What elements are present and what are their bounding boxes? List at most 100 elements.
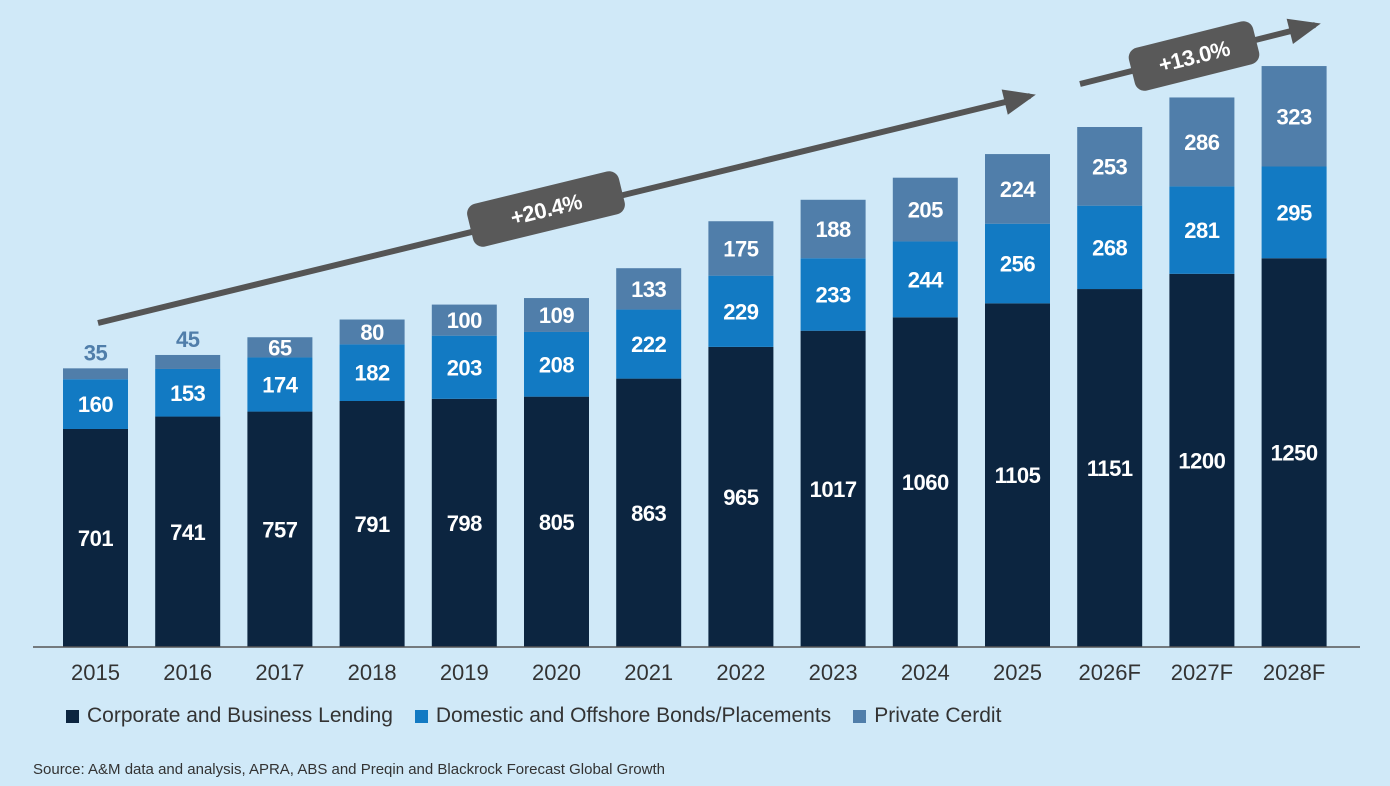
bar-segment-2019-s1	[431, 335, 497, 399]
bar-segment-2028F-s2	[1261, 66, 1327, 167]
x-tick-2022: 2022	[716, 660, 765, 685]
data-label-2028F-s1: 295	[1276, 200, 1311, 225]
bar-segment-2017-s2	[247, 337, 313, 358]
data-label-2024-s1: 244	[908, 267, 944, 292]
data-label-2027F-s1: 281	[1184, 218, 1219, 243]
data-label-2017-s2: 65	[268, 335, 292, 360]
data-label-2015-s0: 701	[78, 526, 113, 551]
data-label-2028F-s0: 1250	[1271, 441, 1318, 466]
bar-segment-2024-s0	[892, 317, 958, 647]
data-label-2016-s1: 153	[170, 381, 205, 406]
data-label-2018-s0: 791	[354, 512, 389, 537]
data-label-2015-s2: 35	[84, 340, 108, 365]
data-label-2021-s1: 222	[631, 332, 666, 357]
data-label-2024-s0: 1060	[902, 470, 949, 495]
x-tick-2015: 2015	[71, 660, 120, 685]
bar-segment-2020-s2	[524, 298, 589, 332]
x-tick-2024: 2024	[901, 660, 950, 685]
data-label-2027F-s2: 286	[1184, 130, 1219, 155]
bar-segment-2028F-s0	[1261, 258, 1327, 647]
source-note: Source: A&M data and analysis, APRA, ABS…	[33, 761, 665, 778]
data-label-2019-s0: 798	[447, 511, 482, 536]
bar-segment-2015-s2	[63, 368, 128, 380]
bar-segment-2023-s2	[800, 199, 866, 259]
bar-segment-2022-s0	[708, 346, 774, 647]
growth-label-2-pill	[1128, 21, 1260, 91]
x-tick-2021: 2021	[624, 660, 673, 685]
bar-segment-2020-s1	[524, 331, 589, 397]
bar-segment-2022-s2	[708, 221, 774, 276]
legend-item-corporate: Corporate and Business Lending	[66, 704, 393, 728]
data-label-2023-s1: 233	[815, 282, 850, 307]
x-tick-2019: 2019	[440, 660, 489, 685]
legend-swatch-corporate	[66, 709, 79, 723]
data-label-2017-s1: 174	[262, 373, 298, 398]
growth-label-1-pill	[467, 171, 625, 247]
bar-segment-2019-s0	[431, 398, 497, 647]
data-label-2022-s0: 965	[723, 485, 758, 510]
bar-segment-2024-s1	[892, 241, 958, 318]
bar-segment-2017-s1	[247, 357, 313, 412]
bar-segment-2026F-s2	[1077, 127, 1143, 206]
bar-segment-2023-s0	[800, 330, 866, 647]
bar-segment-2022-s1	[708, 275, 774, 347]
bar-segment-2027F-s1	[1169, 186, 1235, 274]
bar-segment-2016-s2	[155, 354, 221, 369]
data-label-2019-s1: 203	[447, 355, 482, 380]
bar-segment-2018-s1	[339, 344, 405, 401]
x-tick-2023: 2023	[809, 660, 858, 685]
data-label-2025-s1: 256	[1000, 252, 1035, 277]
data-label-2025-s0: 1105	[995, 463, 1041, 488]
data-label-2020-s2: 109	[539, 303, 574, 328]
growth-label-1: +20.4%	[467, 171, 625, 247]
data-label-2028F-s2: 323	[1276, 104, 1311, 129]
arrow-growth-1-head	[1001, 89, 1036, 115]
bar-segment-2028F-s1	[1261, 166, 1327, 259]
bar-segment-2024-s2	[892, 177, 958, 242]
bar-segment-2015-s0	[63, 428, 128, 647]
data-label-2019-s2: 100	[447, 308, 482, 333]
legend-label-private-credit: Private Cerdit	[874, 704, 1002, 727]
bar-segment-2015-s1	[63, 379, 128, 429]
data-label-2021-s0: 863	[631, 501, 666, 526]
data-label-2023-s0: 1017	[810, 477, 857, 502]
data-label-2017-s0: 757	[262, 517, 297, 542]
data-label-2015-s1: 160	[78, 392, 113, 417]
data-label-2022-s2: 175	[723, 236, 758, 261]
data-label-2022-s1: 229	[723, 299, 758, 324]
data-label-2024-s2: 205	[908, 198, 943, 223]
bar-segment-2027F-s2	[1169, 97, 1235, 187]
data-label-2016-s0: 741	[170, 520, 205, 545]
x-tick-2028F: 2028F	[1263, 660, 1325, 685]
arrow-growth-2-head	[1286, 18, 1321, 44]
x-tick-2020: 2020	[532, 660, 581, 685]
bar-segment-2021-s1	[616, 309, 682, 379]
bar-segment-2023-s1	[800, 258, 866, 331]
data-label-2021-s2: 133	[631, 277, 666, 302]
x-tick-2018: 2018	[348, 660, 397, 685]
legend-label-bonds: Domestic and Offshore Bonds/Placements	[435, 704, 832, 727]
data-label-2020-s1: 208	[539, 352, 574, 377]
growth-label-2: +13.0%	[1128, 21, 1260, 91]
data-label-2020-s0: 805	[539, 510, 574, 535]
bar-segment-2021-s2	[616, 268, 682, 310]
x-tick-2016: 2016	[163, 660, 212, 685]
bar-segment-2021-s0	[616, 378, 682, 647]
bar-segment-2026F-s0	[1077, 289, 1143, 647]
data-label-2027F-s0: 1200	[1178, 448, 1225, 473]
x-tick-2026F: 2026F	[1079, 660, 1141, 685]
x-tick-2025: 2025	[993, 660, 1042, 685]
bar-segment-2017-s0	[247, 411, 313, 647]
bar-segment-2016-s0	[155, 416, 221, 647]
bar-segment-2025-s2	[985, 154, 1050, 224]
data-label-2023-s2: 188	[815, 217, 850, 242]
legend-swatch-private-credit	[853, 709, 867, 723]
legend-item-bonds: Domestic and Offshore Bonds/Placements	[414, 704, 832, 728]
x-tick-2027F: 2027F	[1171, 660, 1233, 685]
data-label-2018-s1: 182	[354, 361, 389, 386]
bar-segment-2018-s0	[339, 400, 405, 647]
data-label-2025-s2: 224	[1000, 177, 1036, 202]
bar-segment-2018-s2	[339, 319, 405, 345]
x-tick-2017: 2017	[255, 660, 304, 685]
data-label-2026F-s2: 253	[1092, 154, 1127, 179]
